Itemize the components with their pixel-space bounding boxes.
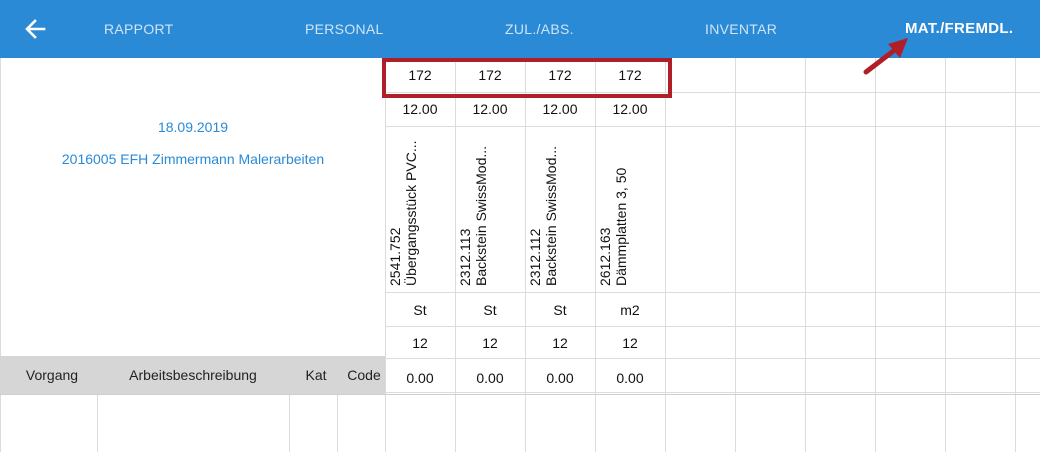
material-count: 172	[478, 67, 502, 83]
material-price: 12.00	[612, 101, 648, 117]
tab-mat-fremdl[interactable]: MAT./FREMDL.	[905, 20, 1014, 37]
grid-line	[0, 58, 1, 452]
grid-line	[0, 394, 1040, 395]
material-number: 2612.163	[597, 227, 613, 286]
material-number: 2312.112	[527, 228, 543, 286]
grid-line	[97, 394, 98, 452]
tab-inventar[interactable]: INVENTAR	[705, 21, 778, 37]
material-price: 12.00	[472, 101, 508, 117]
material-count: 172	[618, 67, 642, 83]
material-name: Backstein SwissMod...	[473, 145, 489, 286]
material-count: 172	[548, 67, 572, 83]
grid-line	[665, 58, 666, 452]
material-name: Dämmplatten 3, 50	[613, 167, 629, 286]
grid-line	[805, 58, 806, 452]
material-total[interactable]: 0.00	[476, 370, 504, 386]
material-unit: St	[483, 302, 497, 318]
column-header-code[interactable]: Code	[347, 367, 381, 383]
material-description[interactable]: 2612.163 Dämmplatten 3, 50	[595, 126, 665, 292]
grid-line	[289, 394, 290, 452]
grid-line	[385, 392, 1040, 393]
highlight-box	[382, 58, 672, 98]
material-grid: 18.09.2019 2016005 EFH Zimmermann Malera…	[0, 58, 1040, 452]
annotation-arrow-icon	[858, 34, 918, 78]
material-number: 2312.113	[457, 228, 473, 286]
tab-personal[interactable]: PERSONAL	[305, 21, 384, 37]
material-price: 12.00	[402, 101, 438, 117]
top-navigation-bar: RAPPORT PERSONAL ZUL./ABS. INVENTAR MAT.…	[0, 0, 1040, 58]
material-total[interactable]: 0.00	[406, 370, 434, 386]
material-description[interactable]: 2541.752 Übergangsstück PVC...	[385, 126, 455, 292]
grid-line	[385, 292, 1040, 293]
grid-line	[337, 394, 338, 452]
grid-line	[735, 58, 736, 452]
column-header-kat[interactable]: Kat	[305, 367, 327, 383]
material-count: 172	[408, 67, 432, 83]
column-header-vorgang[interactable]: Vorgang	[25, 367, 79, 383]
grid-line	[385, 358, 1040, 359]
grid-line	[595, 58, 596, 452]
material-number: 2541.752	[387, 227, 403, 286]
material-name: Übergangsstück PVC...	[403, 140, 419, 286]
material-unit: m2	[620, 302, 640, 318]
project-title: 2016005 EFH Zimmermann Malerarbeiten	[61, 151, 325, 167]
material-description[interactable]: 2312.113 Backstein SwissMod...	[455, 126, 525, 292]
material-price: 12.00	[542, 101, 578, 117]
material-unit: St	[413, 302, 427, 318]
material-quantity: 12	[622, 335, 638, 351]
grid-line	[385, 126, 1040, 127]
grid-line	[875, 58, 876, 452]
tab-rapport[interactable]: RAPPORT	[104, 21, 174, 37]
material-description[interactable]: 2312.112 Backstein SwissMod...	[525, 126, 595, 292]
grid-line	[385, 58, 386, 452]
tab-zul-abs[interactable]: ZUL./ABS.	[505, 21, 574, 37]
material-total[interactable]: 0.00	[616, 370, 644, 386]
report-date: 18.09.2019	[157, 119, 229, 135]
material-name: Backstein SwissMod...	[543, 145, 559, 286]
grid-line	[1015, 58, 1016, 452]
table-header: Vorgang Arbeitsbeschreibung Kat Code	[0, 356, 385, 394]
material-quantity: 12	[552, 335, 568, 351]
material-unit: St	[553, 302, 567, 318]
material-quantity: 12	[412, 335, 428, 351]
material-total[interactable]: 0.00	[546, 370, 574, 386]
grid-line	[385, 92, 1040, 93]
grid-line	[385, 326, 1040, 327]
back-arrow-icon[interactable]	[20, 14, 50, 44]
grid-line	[455, 58, 456, 452]
material-quantity: 12	[482, 335, 498, 351]
grid-line	[525, 58, 526, 452]
column-header-arbeitsbeschreibung[interactable]: Arbeitsbeschreibung	[129, 367, 257, 383]
grid-line	[945, 58, 946, 452]
